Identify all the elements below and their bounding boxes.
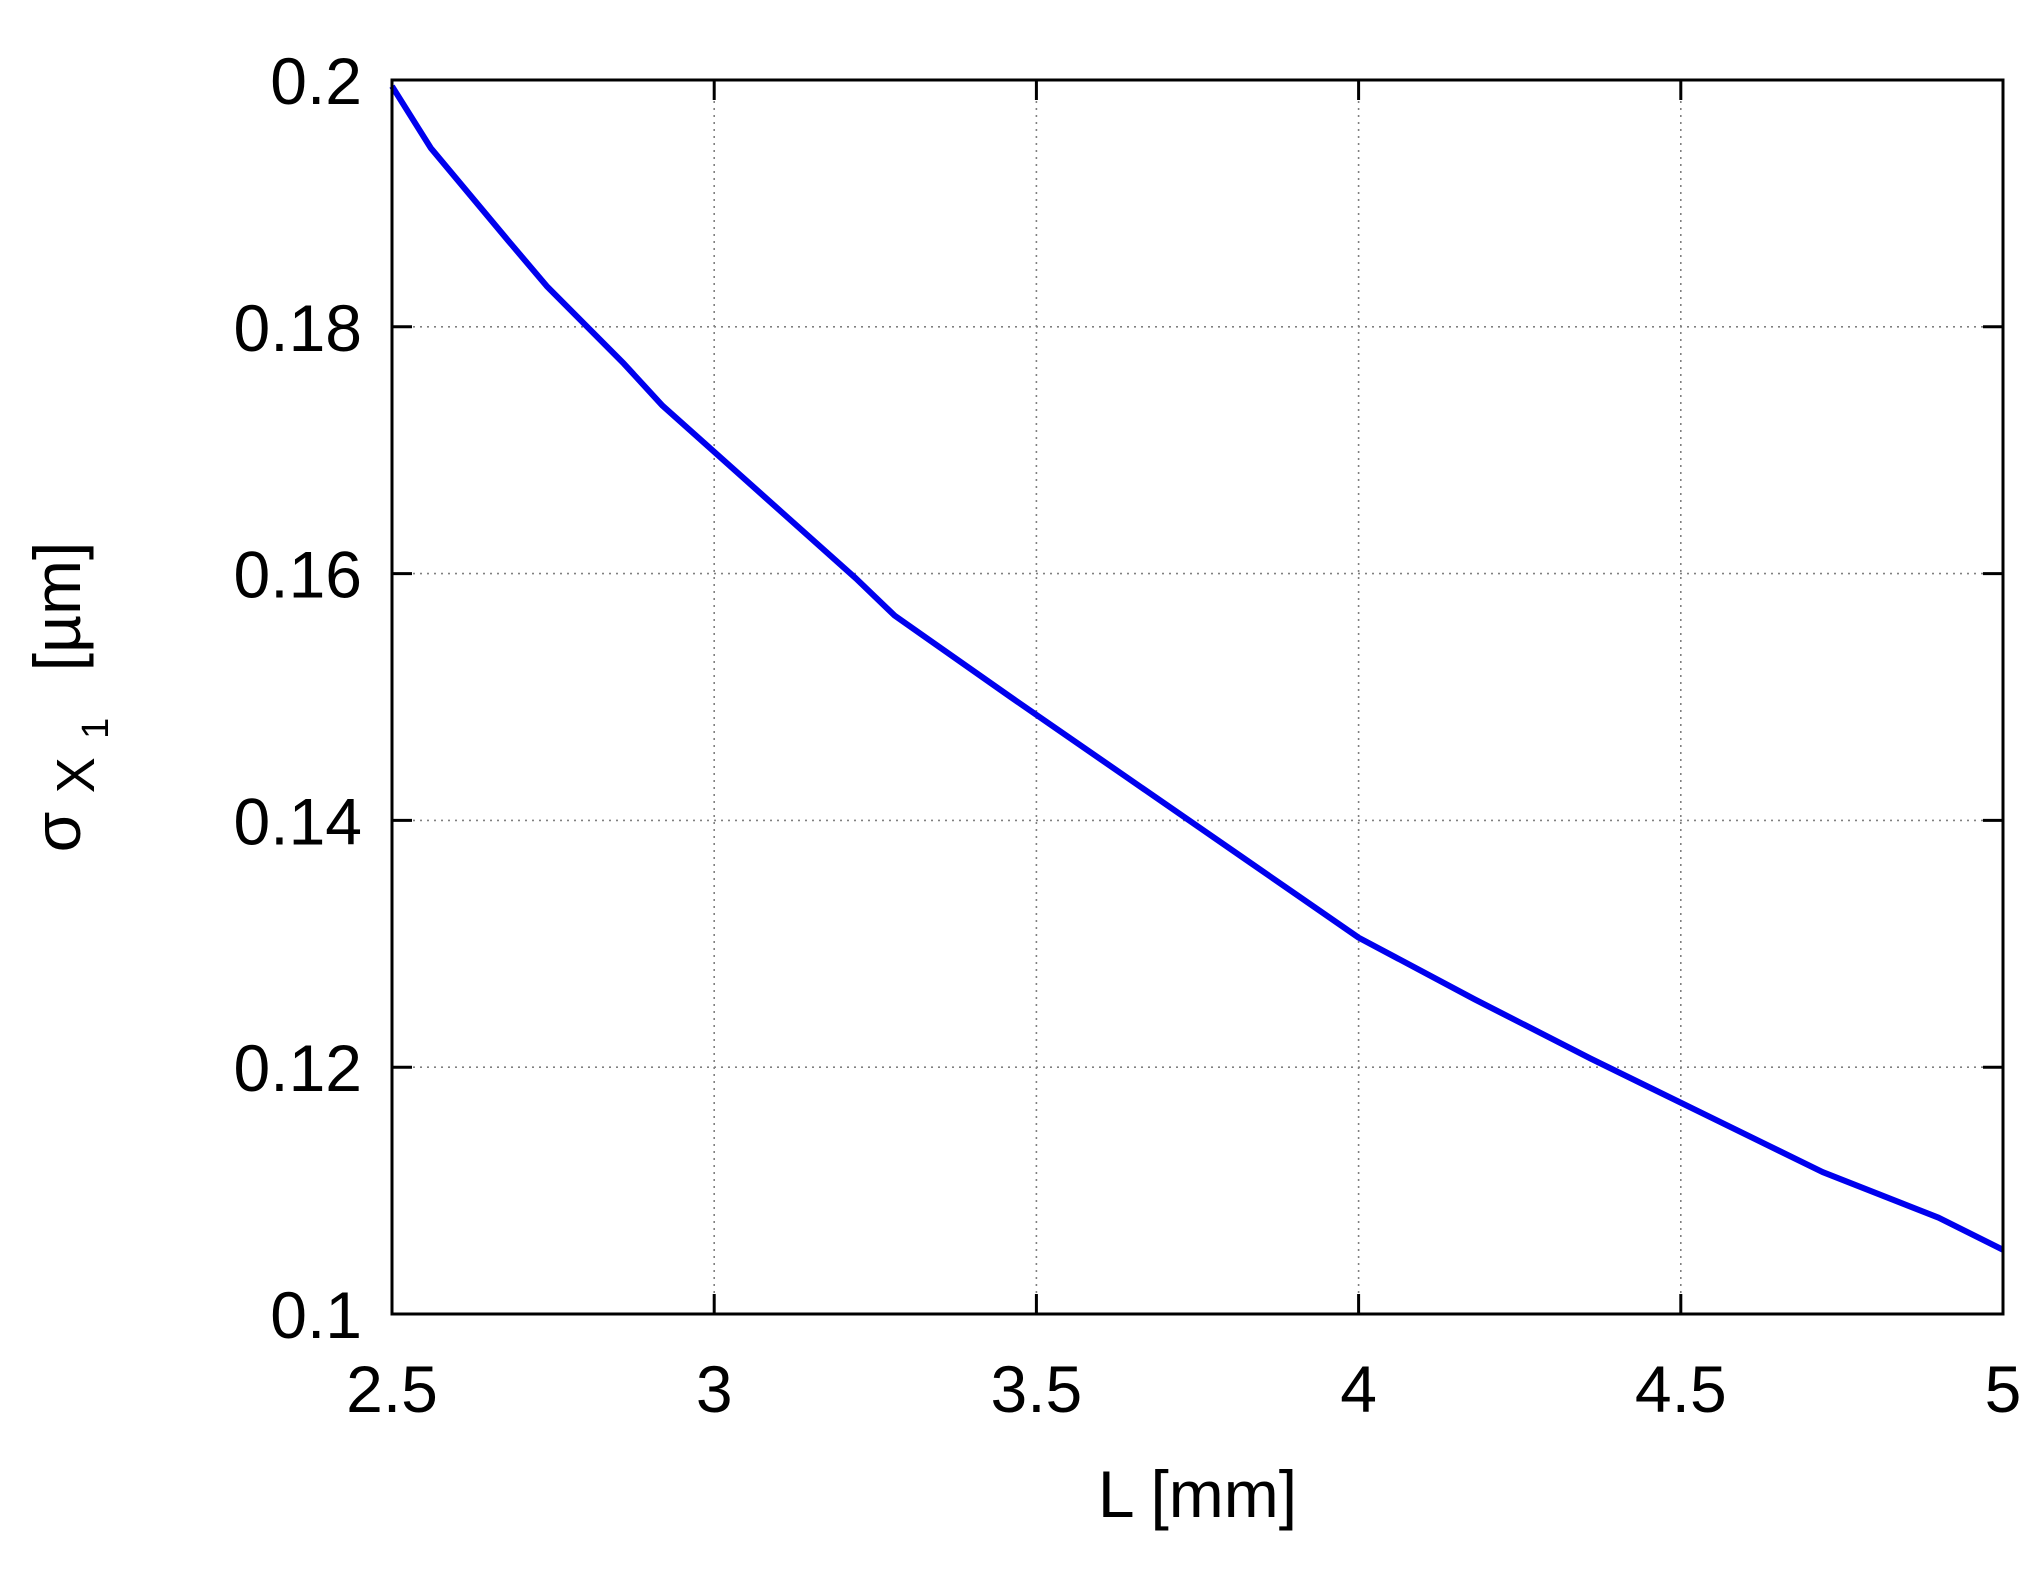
tick-marks <box>390 78 2005 1316</box>
x-tick-label: 3 <box>696 1352 733 1426</box>
x-tick-label: 4 <box>1340 1352 1377 1426</box>
y-axis-label-sub-subscript: 1 <box>75 718 117 739</box>
y-axis-label-subscript: X <box>46 757 106 793</box>
x-tick-labels: 2.5 3 3.5 4 4.5 5 <box>346 1352 2021 1426</box>
x-tick-label: 5 <box>1985 1352 2022 1426</box>
series-line <box>389 84 2005 1253</box>
y-tick-label: 0.1 <box>270 1278 362 1352</box>
y-tick-label: 0.18 <box>234 291 362 365</box>
y-axis-label: σ X 1 [µm] <box>20 542 122 853</box>
series-layer <box>389 84 2005 1253</box>
y-tick-labels: 0.1 0.12 0.14 0.16 0.18 0.2 <box>234 44 362 1352</box>
y-tick-label: 0.14 <box>234 784 362 858</box>
plot-area-frame <box>390 78 2005 1316</box>
x-tick-label: 4.5 <box>1635 1352 1727 1426</box>
y-axis-label-symbol: σ <box>20 812 94 853</box>
y-tick-label: 0.12 <box>234 1031 362 1105</box>
x-tick-label: 3.5 <box>991 1352 1083 1426</box>
y-axis-label-unit: [µm] <box>20 542 94 672</box>
y-tick-label: 0.2 <box>270 44 362 118</box>
grid-lines <box>392 80 2003 1314</box>
y-tick-label: 0.16 <box>234 538 362 612</box>
x-axis-label: L [mm] <box>1098 1457 1297 1531</box>
x-tick-label: 2.5 <box>346 1352 438 1426</box>
